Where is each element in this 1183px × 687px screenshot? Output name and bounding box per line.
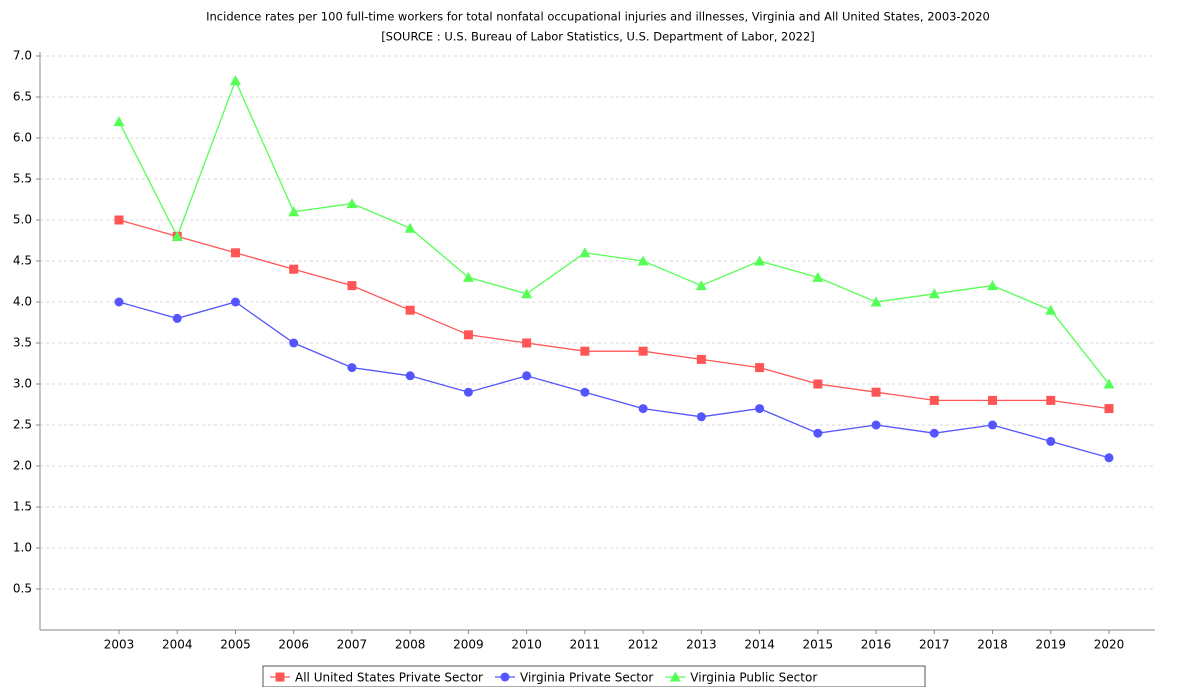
x-tick-label: 2010 (511, 638, 542, 652)
x-tick-label: 2009 (453, 638, 484, 652)
point (638, 346, 648, 356)
chart-subtitle: [SOURCE : U.S. Bureau of Labor Statistic… (381, 30, 815, 44)
legend-box (262, 665, 926, 687)
point (521, 288, 533, 299)
point (987, 280, 999, 291)
x-tick-label: 2019 (1035, 638, 1066, 652)
point (755, 404, 765, 414)
point (1045, 304, 1057, 315)
legend-label: All United States Private Sector (295, 671, 483, 685)
series-line (118, 301, 1110, 459)
point (988, 395, 998, 405)
x-tick-label: 2003 (104, 638, 135, 652)
point (1103, 378, 1115, 389)
point (289, 338, 299, 348)
point (871, 387, 881, 397)
legend-marker (275, 672, 285, 682)
point (463, 387, 473, 397)
point (405, 371, 415, 381)
y-tick-label: 3.5 (13, 336, 32, 350)
x-tick-label: 2008 (395, 638, 426, 652)
x-tick-label: 2016 (861, 638, 892, 652)
point (929, 395, 939, 405)
x-tick-label: 2014 (744, 638, 775, 652)
legend-marker (669, 671, 681, 682)
y-tick-label: 3.0 (13, 377, 32, 391)
point (404, 222, 416, 233)
x-tick-label: 2006 (278, 638, 309, 652)
point (171, 230, 183, 241)
x-tick-label: 2012 (628, 638, 659, 652)
legend-marker (500, 672, 510, 682)
y-tick-label: 0.5 (13, 582, 32, 596)
point (230, 297, 240, 307)
point (579, 247, 591, 258)
point (755, 363, 765, 373)
point (114, 215, 124, 225)
legend-label: Virginia Private Sector (520, 671, 653, 685)
y-tick-label: 5.0 (13, 213, 32, 227)
x-tick-label: 2013 (686, 638, 717, 652)
y-tick-label: 6.0 (13, 131, 32, 145)
point (172, 313, 182, 323)
y-tick-label: 7.0 (13, 49, 32, 63)
point (871, 420, 881, 430)
point (637, 255, 649, 266)
point (522, 338, 532, 348)
x-tick-label: 2017 (919, 638, 950, 652)
point (522, 371, 532, 381)
y-tick-label: 6.5 (13, 90, 32, 104)
point (347, 363, 357, 373)
x-tick-label: 2011 (570, 638, 601, 652)
x-tick-label: 2004 (162, 638, 193, 652)
y-tick-label: 1.0 (13, 541, 32, 555)
chart-title: Incidence rates per 100 full-time worker… (206, 10, 990, 24)
series-line (118, 78, 1110, 385)
point (405, 305, 415, 315)
point (928, 288, 940, 299)
point (1046, 436, 1056, 446)
x-tick-label: 2015 (803, 638, 834, 652)
point (870, 296, 882, 307)
point (347, 281, 357, 291)
point (580, 346, 590, 356)
point (230, 248, 240, 258)
point (813, 428, 823, 438)
point (1104, 404, 1114, 414)
point (812, 271, 824, 282)
y-tick-label: 1.5 (13, 500, 32, 514)
y-tick-label: 5.5 (13, 172, 32, 186)
point (988, 420, 998, 430)
y-tick-label: 2.5 (13, 418, 32, 432)
point (638, 404, 648, 414)
point (288, 206, 300, 217)
point (289, 264, 299, 274)
series-line (118, 219, 1110, 410)
y-tick-label: 4.5 (13, 254, 32, 268)
x-tick-label: 2007 (337, 638, 368, 652)
point (1046, 395, 1056, 405)
point (695, 280, 707, 291)
point (754, 255, 766, 266)
point (463, 330, 473, 340)
x-tick-label: 2018 (977, 638, 1008, 652)
y-tick-label: 4.0 (13, 295, 32, 309)
x-tick-label: 2020 (1094, 638, 1125, 652)
point (462, 271, 474, 282)
point (696, 354, 706, 364)
point (580, 387, 590, 397)
point (1104, 453, 1114, 463)
x-tick-label: 2005 (220, 638, 251, 652)
point (813, 379, 823, 389)
point (696, 412, 706, 422)
point (346, 198, 358, 209)
legend-label: Virginia Public Sector (690, 671, 817, 685)
point (229, 75, 241, 86)
point (929, 428, 939, 438)
y-tick-label: 2.0 (13, 459, 32, 473)
point (113, 116, 125, 127)
point (114, 297, 124, 307)
